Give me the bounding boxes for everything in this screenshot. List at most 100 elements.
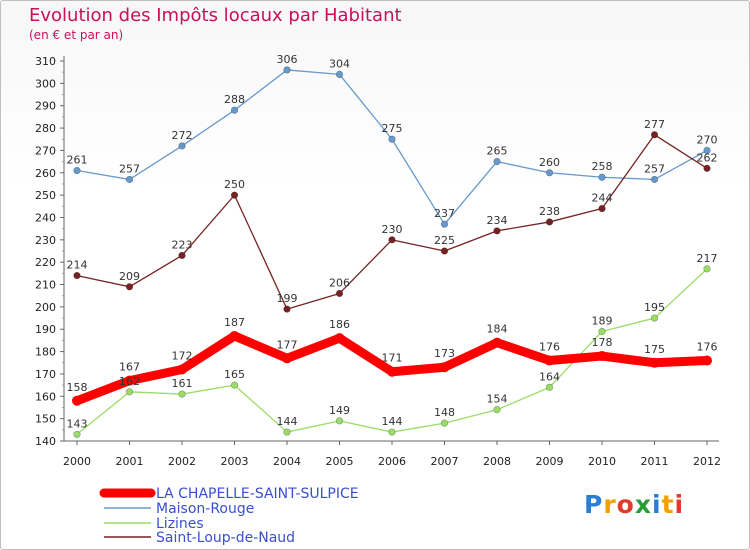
data-point [73, 430, 81, 438]
data-label: 244 [592, 192, 613, 205]
data-label: 206 [329, 276, 350, 289]
chart-subtitle: (en € et par an) [29, 28, 124, 42]
data-point [544, 355, 555, 366]
data-point [493, 227, 501, 235]
x-tick-label: 2007 [431, 455, 459, 468]
y-tick-label: 200 [35, 301, 56, 314]
data-point [598, 204, 606, 213]
x-tick-label: 2004 [273, 455, 301, 468]
data-label: 171 [382, 352, 403, 365]
data-point [283, 428, 291, 436]
data-label: 186 [329, 318, 350, 331]
data-label: 144 [382, 415, 403, 428]
x-tick-label: 2005 [326, 455, 354, 468]
data-point [493, 157, 501, 166]
data-point [650, 131, 659, 139]
data-point [335, 70, 344, 79]
data-label: 175 [644, 343, 665, 356]
data-point [598, 173, 606, 181]
y-tick-label: 220 [35, 256, 56, 269]
data-label: 176 [697, 341, 718, 354]
x-tick-label: 2006 [378, 455, 406, 468]
x-tick-label: 2000 [63, 455, 91, 468]
data-label: 304 [329, 57, 350, 70]
data-point [388, 236, 396, 244]
data-point [177, 364, 187, 375]
data-label: 176 [539, 341, 560, 354]
data-label: 184 [487, 323, 508, 336]
legend-label: LA CHAPELLE-SAINT-SULPICE [156, 486, 359, 502]
data-label: 225 [434, 234, 455, 247]
data-point [388, 135, 396, 143]
data-label: 148 [434, 406, 455, 419]
data-point [230, 191, 239, 199]
data-label: 217 [697, 252, 718, 265]
data-point [545, 169, 554, 177]
data-point [649, 357, 660, 368]
x-tick-label: 2011 [641, 455, 669, 468]
data-label: 275 [382, 122, 403, 135]
chart-title: Evolution des Impôts locaux par Habitant [29, 5, 402, 26]
y-tick-label: 310 [35, 55, 56, 68]
data-label: 250 [224, 178, 245, 191]
data-label: 272 [172, 129, 193, 142]
data-point [178, 251, 186, 260]
data-point [388, 428, 396, 436]
data-point [650, 175, 659, 184]
data-label: 144 [277, 415, 298, 428]
data-point [545, 218, 554, 226]
x-tick-label: 2012 [693, 455, 721, 468]
data-point [703, 265, 711, 273]
data-point [335, 289, 344, 298]
x-tick-label: 2008 [483, 455, 511, 468]
series-line-1 [76, 69, 708, 225]
data-label: 158 [67, 381, 88, 394]
data-label: 167 [119, 361, 140, 374]
data-point [124, 375, 135, 386]
y-tick-label: 270 [35, 144, 56, 157]
y-tick-label: 190 [35, 323, 56, 336]
data-point [440, 220, 449, 228]
data-label: 164 [539, 370, 560, 383]
legend-label: Saint-Loup-de-Naud [156, 530, 295, 546]
data-label: 173 [434, 347, 455, 360]
data-point [703, 146, 711, 155]
data-label: 209 [119, 270, 140, 283]
data-point [230, 106, 239, 114]
data-point [125, 283, 134, 291]
data-label: 214 [67, 259, 88, 272]
data-label: 178 [592, 336, 613, 349]
x-tick-label: 2009 [536, 455, 564, 468]
data-point [283, 305, 291, 313]
y-tick-label: 290 [35, 100, 56, 113]
data-point [230, 381, 239, 389]
data-point [282, 353, 292, 364]
data-label: 270 [697, 133, 718, 146]
data-label: 234 [487, 214, 508, 227]
data-point [335, 417, 344, 425]
data-label: 262 [697, 151, 718, 164]
data-point [283, 66, 291, 74]
y-tick-label: 260 [35, 167, 56, 180]
data-point [440, 419, 449, 427]
data-label: 187 [224, 316, 245, 329]
proxiti-logo: Proxiti [584, 490, 685, 519]
data-label: 149 [329, 404, 350, 417]
data-point [178, 390, 186, 398]
data-label: 223 [172, 238, 193, 251]
data-point [650, 314, 659, 322]
data-point [598, 327, 606, 336]
data-label: 261 [67, 154, 88, 167]
data-label: 257 [119, 162, 140, 175]
data-point [125, 175, 134, 184]
data-label: 161 [172, 377, 193, 390]
y-tick-label: 150 [35, 413, 56, 426]
data-label: 189 [592, 314, 613, 327]
data-label: 238 [539, 205, 560, 218]
data-label: 237 [434, 207, 455, 220]
y-tick-label: 170 [35, 368, 56, 381]
data-point [73, 166, 81, 175]
data-label: 172 [172, 349, 193, 362]
data-point [440, 247, 449, 255]
x-tick-label: 2001 [116, 455, 144, 468]
